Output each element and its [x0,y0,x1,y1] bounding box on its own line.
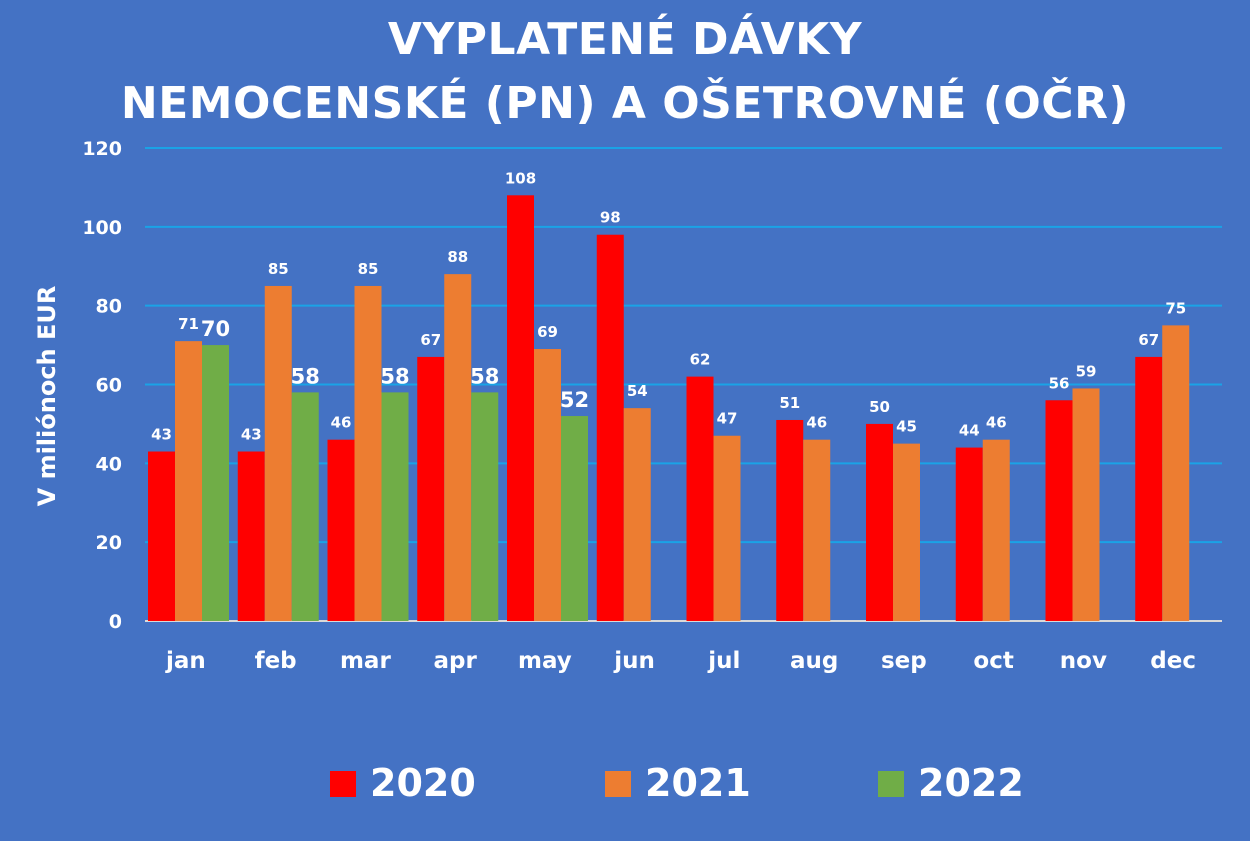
data-label: 51 [779,394,800,412]
data-label: 88 [447,248,468,266]
bar [417,356,445,621]
bar [686,376,714,621]
data-label: 56 [1049,374,1070,392]
bar [381,392,409,621]
data-label: 70 [201,317,230,341]
data-label: 69 [537,323,558,341]
bar [148,451,175,621]
bar [982,439,1010,621]
data-label: 98 [600,209,621,227]
data-label: 62 [690,351,711,369]
x-tick-label: oct [973,648,1013,674]
bar [803,439,831,621]
bar [264,285,292,621]
data-label: 52 [560,388,589,412]
data-label: 67 [1138,331,1159,349]
data-label: 43 [151,426,172,444]
legend-swatch [878,771,904,797]
x-tick-label: feb [255,648,297,674]
data-label: 59 [1076,362,1097,380]
bar [202,345,229,621]
x-tick-label: aug [790,648,838,674]
data-label: 58 [380,364,409,388]
data-label: 46 [986,414,1007,432]
data-label: 108 [505,169,536,187]
bar [596,234,624,621]
data-label: 45 [896,418,917,436]
y-tick-label: 60 [96,375,122,397]
bar [713,435,741,621]
bar [327,439,355,621]
bar [507,195,534,622]
x-tick-label: sep [881,648,927,674]
chart-title-line-1: VYPLATENÉ DÁVKY [387,14,863,65]
bar [1135,356,1163,621]
bar [291,392,319,621]
legend-label: 2020 [370,761,476,805]
data-label: 54 [627,382,648,400]
bar [471,392,499,621]
legend-swatch [330,771,356,797]
bar [1072,388,1100,621]
data-label: 85 [268,260,289,278]
y-tick-label: 120 [82,138,122,160]
bar [354,285,382,621]
chart-title-line-2: NEMOCENSKÉ (PN) A OŠETROVNÉ (OČR) [120,78,1130,129]
legend-swatch [605,771,631,797]
x-tick-label: jul [707,648,740,674]
y-tick-label: 40 [96,453,122,475]
data-label: 75 [1165,299,1186,317]
x-tick-label: may [518,648,572,674]
legend-label: 2022 [918,761,1024,805]
data-label: 85 [358,260,379,278]
data-label: 50 [869,398,890,416]
data-label: 58 [470,364,499,388]
legend: 2020 2021 2022 [0,758,1250,808]
bar [623,408,651,621]
y-tick-label: 80 [96,296,122,318]
data-label: 46 [806,414,827,432]
bar [866,423,893,621]
bar [561,416,588,621]
bar [175,341,202,621]
bar [237,451,265,621]
data-label: 47 [717,410,738,428]
x-tick-label: nov [1060,648,1107,674]
bar [776,419,804,621]
data-label: 46 [331,414,352,432]
x-tick-label: mar [340,648,391,674]
data-label: 58 [291,364,320,388]
bar [444,274,472,621]
x-tick-label: jan [165,648,206,674]
bar [893,443,920,621]
bar [534,349,561,621]
y-tick-label: 0 [109,611,122,633]
y-tick-label: 100 [82,217,122,239]
data-label: 44 [959,422,980,440]
legend-label: 2021 [645,761,751,805]
data-label: 67 [420,331,441,349]
x-tick-label: dec [1150,648,1196,674]
data-label: 43 [241,426,262,444]
bar [1045,400,1073,621]
data-label: 71 [178,315,199,333]
y-tick-label: 20 [96,532,122,554]
x-tick-label: apr [433,648,477,674]
bar [1162,325,1190,621]
bar [955,447,983,621]
x-tick-label: jun [613,648,655,674]
